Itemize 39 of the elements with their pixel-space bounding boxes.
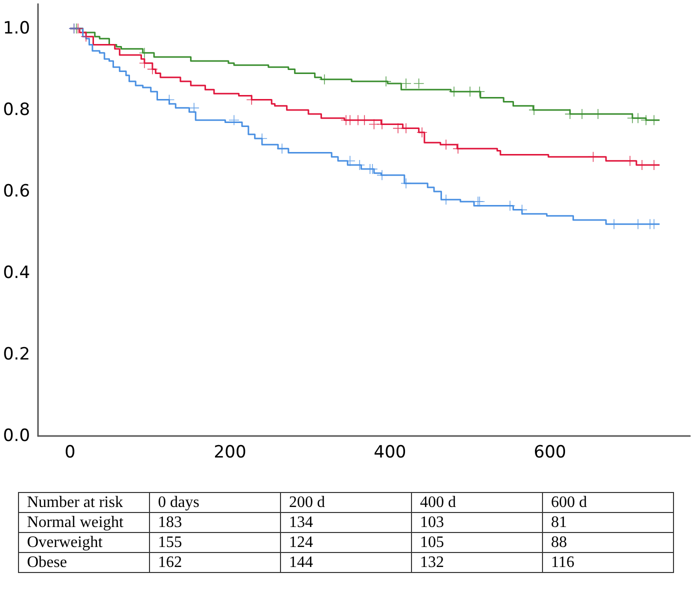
- point: [453, 144, 464, 154]
- text: 116: [542, 552, 674, 572]
- text: Obese: [18, 552, 150, 572]
- point: [414, 78, 424, 88]
- text: 162: [150, 552, 280, 572]
- text: 400 d: [412, 492, 542, 512]
- text: 200 d: [280, 492, 412, 512]
- text: 0 days: [150, 492, 280, 512]
- text: 105: [412, 532, 542, 552]
- x-tick-label: 200: [214, 442, 246, 462]
- text: 183: [150, 512, 280, 532]
- text: 81: [542, 512, 674, 532]
- x-tick-label: 0: [64, 442, 76, 462]
- point: [401, 78, 412, 88]
- y-tick-label: 0.4: [2, 262, 30, 283]
- text: 600 d: [542, 492, 674, 512]
- text: 132: [412, 552, 542, 572]
- y-tick-label: 0.2: [2, 344, 30, 364]
- point: [401, 178, 412, 188]
- text: Normal weight: [18, 512, 150, 532]
- text: Number at risk: [18, 492, 150, 512]
- point: [417, 127, 428, 138]
- text: Overweight: [18, 532, 150, 552]
- text: 103: [412, 512, 542, 532]
- text: 88: [542, 532, 674, 552]
- y-tick-label: 1.0: [2, 18, 30, 38]
- x-tick-label: 400: [374, 442, 406, 462]
- point: [229, 115, 240, 126]
- point: [189, 102, 200, 113]
- y-tick-label: 0.0: [2, 426, 30, 446]
- text: 124: [280, 532, 412, 552]
- point: [277, 144, 288, 154]
- y-tick-label: 0.6: [2, 181, 30, 202]
- text: 134: [280, 512, 412, 532]
- x-tick-label: 600: [534, 442, 566, 462]
- y-tick-label: 0.8: [2, 100, 30, 120]
- text: 155: [150, 532, 280, 552]
- point: [377, 170, 388, 180]
- text: 144: [280, 552, 412, 572]
